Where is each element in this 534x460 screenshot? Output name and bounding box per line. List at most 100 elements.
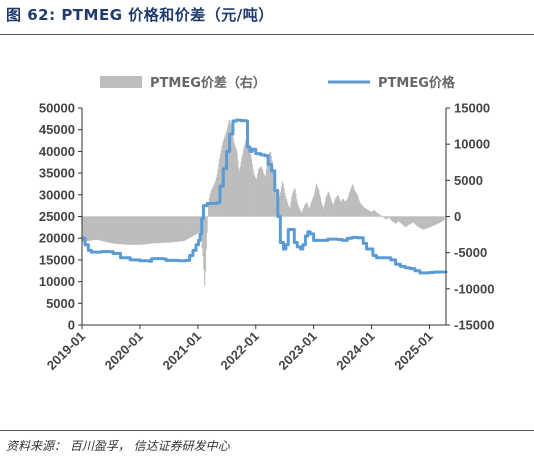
- spread-bar: [238, 168, 240, 217]
- left-tick-label: 30000: [39, 187, 75, 202]
- spread-bar: [120, 216, 123, 245]
- spread-bar: [203, 216, 205, 270]
- spread-bar: [252, 168, 254, 217]
- spread-bar: [331, 202, 333, 217]
- spread-bar: [109, 216, 111, 244]
- spread-bar: [265, 168, 268, 217]
- spread-bar: [162, 216, 164, 243]
- spread-bar: [250, 154, 252, 217]
- spread-bar: [344, 201, 346, 217]
- spread-bar: [208, 197, 211, 217]
- right-tick-label: -15000: [454, 318, 494, 333]
- spread-bar: [321, 204, 323, 217]
- spread-bar: [267, 154, 269, 217]
- spread-bar: [93, 216, 96, 241]
- spread-bar: [89, 216, 91, 241]
- spread-bar: [360, 203, 362, 217]
- spread-bar: [141, 216, 143, 245]
- spread-bar: [213, 184, 215, 217]
- spread-bar: [377, 213, 379, 217]
- spread-bar: [184, 216, 186, 241]
- spread-bar: [298, 207, 300, 217]
- spread-bar: [263, 174, 265, 217]
- spread-bar: [242, 153, 244, 217]
- spread-bar: [332, 205, 334, 217]
- spread-bar: [317, 188, 319, 217]
- spread-bar: [422, 216, 424, 230]
- spread-bar: [254, 177, 256, 217]
- spread-bar: [226, 130, 228, 217]
- x-tick-label: 2025-01: [391, 329, 435, 373]
- spread-bar: [250, 158, 253, 217]
- spread-bar: [307, 204, 309, 217]
- spread-bar: [170, 216, 172, 243]
- x-tick-label: 2020-01: [102, 329, 146, 373]
- spread-bar: [257, 169, 260, 217]
- spread-bar: [192, 216, 195, 236]
- spread-bar: [156, 216, 158, 244]
- spread-bar: [107, 216, 109, 243]
- spread-bar: [266, 161, 268, 217]
- spread-bar: [240, 162, 242, 217]
- spread-bar: [242, 150, 245, 217]
- spread-bar: [138, 216, 140, 245]
- spread-bar: [391, 216, 394, 222]
- spread-bar: [161, 216, 163, 243]
- spread-bar: [127, 216, 129, 245]
- spread-bar: [265, 176, 267, 217]
- spread-bar: [193, 216, 195, 236]
- spread-bar: [364, 208, 367, 217]
- spread-bar: [424, 216, 426, 229]
- spread-bar: [271, 160, 273, 217]
- spread-bar: [329, 195, 331, 217]
- spread-bar: [279, 195, 281, 217]
- spread-bar: [251, 163, 253, 217]
- spread-bar: [373, 209, 375, 217]
- spread-bar: [229, 121, 231, 217]
- spread-bar: [92, 216, 94, 241]
- spread-bar: [189, 216, 191, 238]
- spread-bar: [363, 207, 365, 217]
- spread-bar: [93, 216, 95, 241]
- spread-bar: [179, 216, 181, 242]
- spread-bar: [291, 196, 293, 217]
- spread-bar: [407, 216, 409, 226]
- spread-bar: [335, 197, 337, 217]
- spread-bar: [274, 186, 276, 217]
- spread-bar: [254, 175, 256, 217]
- spread-bar: [197, 216, 199, 233]
- spread-bar: [367, 209, 369, 217]
- spread-bar: [135, 216, 138, 245]
- spread-bar: [139, 216, 142, 245]
- spread-bar: [340, 201, 342, 217]
- spread-bar: [88, 216, 90, 241]
- spread-bar: [116, 216, 119, 244]
- spread-bar: [268, 153, 270, 217]
- legend-label-spread: PTMEG价差（右）: [150, 75, 266, 91]
- spread-bar: [316, 186, 318, 217]
- spread-bar: [160, 216, 162, 243]
- spread-bar: [171, 216, 173, 243]
- spread-bar: [426, 216, 429, 229]
- spread-bar: [149, 216, 151, 244]
- spread-bar: [433, 216, 435, 226]
- spread-bar: [215, 177, 218, 217]
- spread-bar: [437, 216, 440, 224]
- spread-bar: [264, 175, 266, 217]
- spread-bar: [95, 216, 97, 240]
- spread-bar: [292, 191, 295, 217]
- spread-bar: [337, 195, 339, 217]
- spread-bar: [261, 167, 263, 217]
- spread-bar: [362, 206, 364, 217]
- spread-bar: [416, 216, 418, 227]
- spread-bar: [334, 198, 337, 217]
- top-divider: [0, 34, 534, 35]
- spread-bar: [349, 192, 351, 217]
- spread-bar: [89, 216, 92, 241]
- spread-bar: [103, 216, 105, 242]
- spread-bar: [398, 216, 400, 222]
- right-tick-label: 15000: [454, 101, 490, 116]
- spread-bar: [403, 216, 405, 226]
- spread-bar: [111, 216, 113, 244]
- spread-bar: [186, 216, 188, 240]
